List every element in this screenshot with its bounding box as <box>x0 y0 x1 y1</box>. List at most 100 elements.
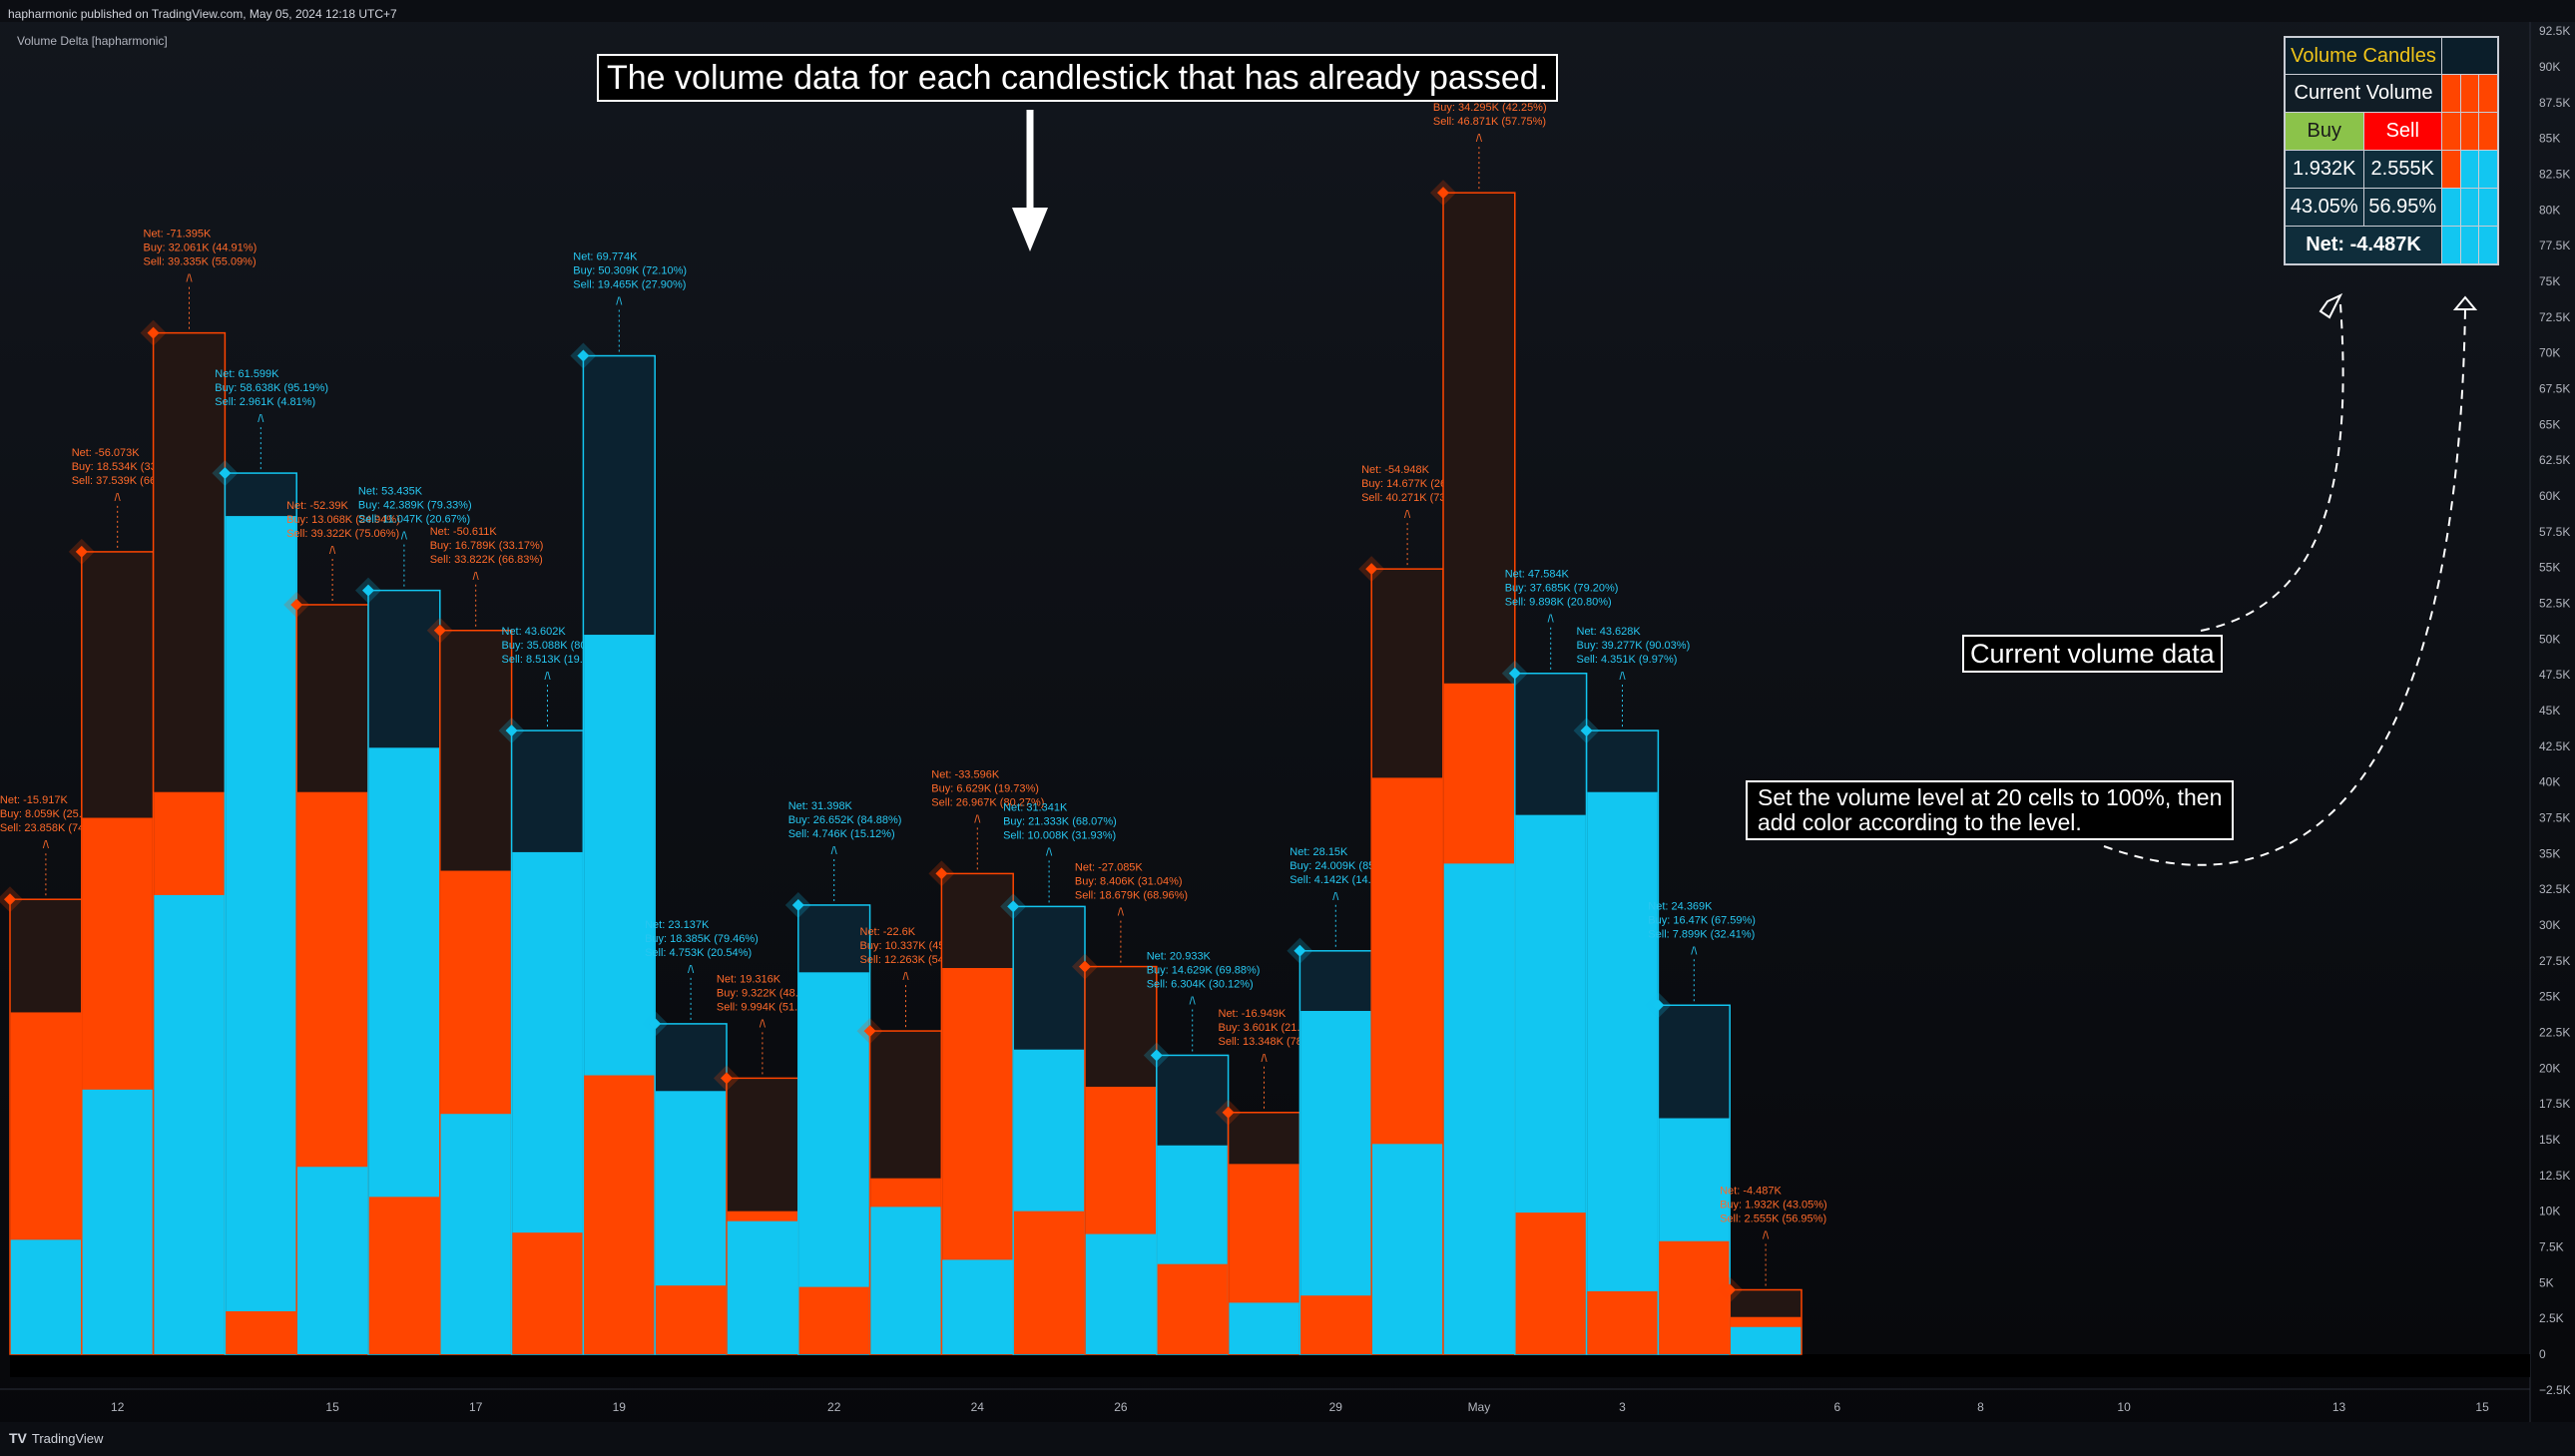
sell-volume-bar[interactable] <box>1013 1211 1085 1354</box>
y-tick-label: 82.5K <box>2539 168 2570 182</box>
candle-marker[interactable] <box>1365 563 1378 576</box>
candle-volume-label: Sell: 7.899K (32.41%) <box>1648 928 1755 940</box>
candle-volume-label: Buy: 26.652K (84.88%) <box>788 814 902 826</box>
label-pointer-icon: /\ <box>688 964 695 976</box>
candle-volume-label: Buy: 16.47K (67.59%) <box>1648 914 1756 926</box>
candle-marker[interactable] <box>1508 667 1521 680</box>
label-pointer-icon: /\ <box>1548 614 1555 626</box>
buy-volume-bar[interactable] <box>1085 1233 1157 1354</box>
candle-volume-label: Sell: 9.994K (51.74%) <box>717 1001 823 1013</box>
indicator-title[interactable]: Volume Delta [hapharmonic] <box>17 34 168 48</box>
current-volume-callout: Current volume data <box>1962 635 2223 673</box>
buy-volume-bar[interactable] <box>82 1089 153 1354</box>
candle-marker[interactable] <box>1652 999 1665 1012</box>
top-bar <box>0 0 2575 22</box>
candle-marker[interactable] <box>649 1017 662 1030</box>
candle-marker[interactable] <box>1293 944 1306 957</box>
levels-callout-line1: Set the volume level at 20 cells to 100%… <box>1758 784 2223 810</box>
buy-volume-bar[interactable] <box>1443 863 1515 1354</box>
candle-volume-label: Net: -50.611K <box>430 526 498 538</box>
sell-volume-bar[interactable] <box>798 1286 869 1354</box>
candle-marker[interactable] <box>1007 900 1020 913</box>
tradingview-footer[interactable]: TV TradingView <box>9 1430 103 1446</box>
x-tick-label: 13 <box>2332 1400 2346 1414</box>
candle-volume-label: Net: -4.487K <box>1720 1186 1782 1198</box>
sell-volume-bar[interactable] <box>1515 1213 1586 1354</box>
buy-volume-bar[interactable] <box>226 516 296 1354</box>
candle-marker[interactable] <box>505 725 518 737</box>
candle-marker[interactable] <box>147 326 160 339</box>
candle-volume-label: Net: -22.6K <box>860 926 916 938</box>
sell-volume-bar[interactable] <box>1157 1263 1228 1354</box>
candle-marker[interactable] <box>863 1025 876 1038</box>
candle-marker[interactable] <box>290 598 303 611</box>
candle-marker[interactable] <box>721 1072 733 1085</box>
panel-buy-label: Buy <box>2286 113 2363 150</box>
buy-volume-bar[interactable] <box>10 1239 82 1354</box>
candle-marker[interactable] <box>1580 725 1593 737</box>
y-tick-label: 50K <box>2539 632 2560 646</box>
level-cell <box>2459 75 2479 112</box>
sell-volume-bar[interactable] <box>1587 1290 1658 1354</box>
y-tick-label: 57.5K <box>2539 525 2570 539</box>
label-pointer-icon: /\ <box>1046 846 1053 858</box>
sell-volume-bar[interactable] <box>655 1285 727 1354</box>
sell-volume-bar[interactable] <box>512 1232 583 1354</box>
candle-volume-label: Sell: 39.322K (75.06%) <box>286 528 399 540</box>
candle-marker[interactable] <box>4 893 16 906</box>
buy-volume-bar[interactable] <box>1229 1302 1299 1354</box>
candle-marker[interactable] <box>935 867 948 880</box>
panel-buy-value: 1.932K <box>2286 151 2363 188</box>
y-tick-label: 42.5K <box>2539 739 2570 753</box>
y-tick-label: 30K <box>2539 918 2560 932</box>
candle-marker[interactable] <box>577 349 590 362</box>
sell-volume-bar[interactable] <box>368 1197 440 1354</box>
dashed-curve-to-levels <box>2103 308 2466 866</box>
candle-volume-label: Sell: 6.304K (30.12%) <box>1147 978 1254 990</box>
candle-marker[interactable] <box>1079 960 1091 973</box>
candle-marker[interactable] <box>1150 1049 1163 1062</box>
label-pointer-icon: /\ <box>1691 945 1698 957</box>
candle-volume-label: Sell: 18.679K (68.96%) <box>1075 890 1188 902</box>
y-tick-label: 60K <box>2539 489 2560 503</box>
candle-marker[interactable] <box>1222 1106 1235 1119</box>
buy-volume-bar[interactable] <box>942 1259 1013 1354</box>
label-pointer-icon: /\ <box>1476 133 1483 145</box>
candle-volume-label: Sell: 4.142K (14.71%) <box>1289 874 1396 886</box>
curve-arrow-icon <box>2318 292 2343 319</box>
candle-volume-label: Buy: 32.061K (44.91%) <box>144 243 258 254</box>
buy-volume-bar[interactable] <box>154 894 225 1354</box>
candle-marker[interactable] <box>433 624 446 637</box>
buy-volume-bar[interactable] <box>440 1114 511 1354</box>
candle-volume-label: Buy: 13.068K (24.94%) <box>286 514 400 526</box>
buy-volume-bar[interactable] <box>296 1167 368 1354</box>
candle-volume-label: Net: 28.15K <box>1289 846 1348 858</box>
y-tick-label: 75K <box>2539 274 2560 288</box>
x-tick-label: 3 <box>1619 1400 1626 1414</box>
candle-marker[interactable] <box>1724 1283 1737 1296</box>
sell-volume-bar[interactable] <box>226 1311 296 1354</box>
buy-volume-bar[interactable] <box>1587 791 1658 1354</box>
candle-marker[interactable] <box>219 467 232 480</box>
sell-volume-bar[interactable] <box>1300 1295 1371 1354</box>
candle-volume-label: Sell: 33.822K (66.83%) <box>430 554 543 566</box>
candle-marker[interactable] <box>362 584 374 597</box>
candle-marker[interactable] <box>75 545 88 558</box>
buy-volume-bar[interactable] <box>727 1220 798 1354</box>
x-tick-label: 6 <box>1834 1400 1841 1414</box>
sell-volume-bar[interactable] <box>1659 1240 1730 1354</box>
buy-volume-bar[interactable] <box>870 1207 941 1354</box>
buy-volume-bar[interactable] <box>1371 1144 1443 1354</box>
candle-marker[interactable] <box>1437 187 1449 200</box>
candle-marker[interactable] <box>791 898 804 911</box>
y-tick-label: 62.5K <box>2539 453 2570 467</box>
candle-volume-label: Sell: 4.753K (20.54%) <box>645 947 752 959</box>
y-tick-label: 72.5K <box>2539 310 2570 324</box>
y-tick-label: 12.5K <box>2539 1169 2570 1183</box>
buy-volume-bar[interactable] <box>1730 1326 1802 1354</box>
sell-volume-bar[interactable] <box>584 1075 655 1354</box>
candle-volume-label: Net: 43.602K <box>502 626 567 638</box>
candle-volume-label: Buy: 58.638K (95.19%) <box>215 382 328 394</box>
candle-volume-label: Net: -33.596K <box>931 768 1000 780</box>
